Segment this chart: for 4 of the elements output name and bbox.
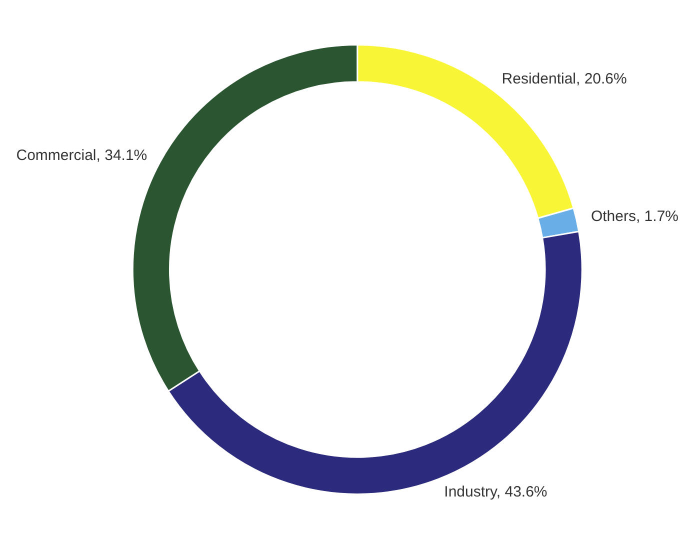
slice-label: Commercial, 34.1% <box>16 146 148 164</box>
slice-label: Industry, 43.6% <box>444 483 548 500</box>
slice-label: Residential, 20.6% <box>502 70 627 88</box>
slice-label: Others, 1.7% <box>590 208 679 226</box>
